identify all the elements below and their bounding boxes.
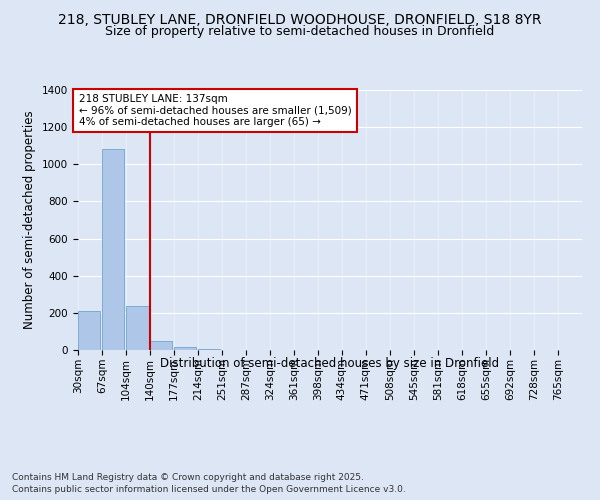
- Bar: [174, 347, 196, 350]
- Text: 218, STUBLEY LANE, DRONFIELD WOODHOUSE, DRONFIELD, S18 8YR: 218, STUBLEY LANE, DRONFIELD WOODHOUSE, …: [58, 12, 542, 26]
- Bar: [127, 306, 149, 350]
- Y-axis label: Number of semi-detached properties: Number of semi-detached properties: [23, 110, 37, 330]
- Bar: [102, 150, 124, 350]
- Text: Distribution of semi-detached houses by size in Dronfield: Distribution of semi-detached houses by …: [160, 358, 500, 370]
- Bar: [150, 340, 172, 350]
- Bar: [78, 311, 100, 350]
- Text: Contains HM Land Registry data © Crown copyright and database right 2025.: Contains HM Land Registry data © Crown c…: [12, 472, 364, 482]
- Bar: [198, 349, 220, 350]
- Text: Size of property relative to semi-detached houses in Dronfield: Size of property relative to semi-detach…: [106, 25, 494, 38]
- Text: 218 STUBLEY LANE: 137sqm
← 96% of semi-detached houses are smaller (1,509)
4% of: 218 STUBLEY LANE: 137sqm ← 96% of semi-d…: [79, 94, 352, 127]
- Text: Contains public sector information licensed under the Open Government Licence v3: Contains public sector information licen…: [12, 485, 406, 494]
